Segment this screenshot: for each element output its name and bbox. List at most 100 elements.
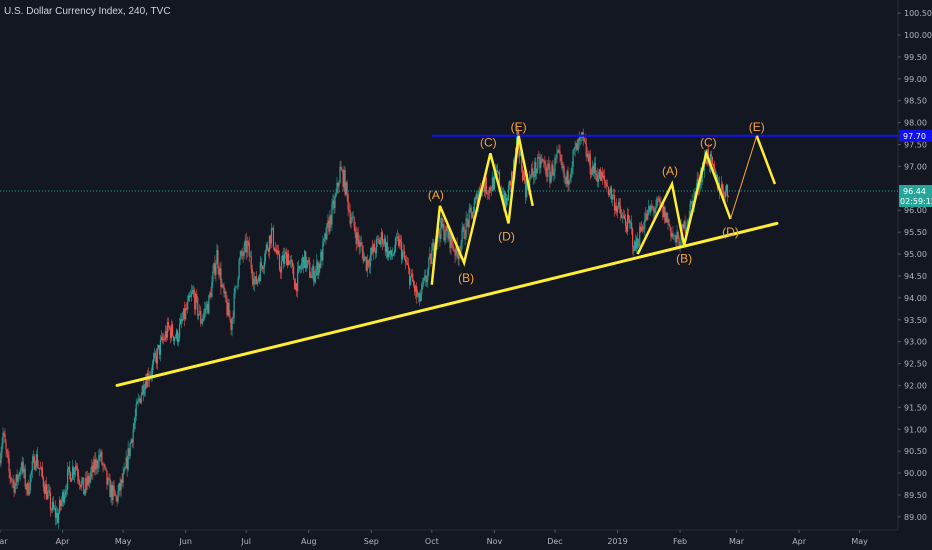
candle-body: [549, 166, 551, 183]
candle-body: [352, 216, 354, 218]
candle-body: [108, 478, 110, 480]
candle-body: [69, 466, 71, 473]
candle-body: [7, 453, 9, 459]
candle-body: [76, 465, 78, 470]
candle-body: [710, 154, 712, 158]
candle-body: [324, 233, 326, 239]
candle-body: [380, 232, 382, 240]
candle-body: [553, 172, 555, 176]
candle-body: [201, 321, 203, 324]
candle-body: [23, 468, 25, 473]
candle-body: [487, 193, 489, 194]
candle-body: [396, 236, 399, 238]
candle-body: [83, 477, 85, 495]
candle-body: [606, 185, 609, 187]
candle-body: [691, 200, 693, 202]
candle-body: [454, 250, 456, 256]
candle-body: [245, 240, 247, 253]
candle-body: [65, 489, 68, 491]
price-tick-label: 93.50: [904, 316, 927, 325]
candle-body: [624, 219, 627, 227]
candle-body: [602, 175, 604, 178]
candle-body: [657, 198, 659, 200]
candle-body: [476, 194, 478, 207]
candle-body: [468, 209, 470, 228]
candle-body: [171, 324, 174, 336]
candle-body: [75, 465, 77, 472]
candle-body: [430, 253, 432, 264]
candle-body: [299, 266, 301, 270]
bar-countdown-label: 02:59:13: [900, 197, 932, 206]
candle-body: [287, 253, 290, 265]
candle-body: [51, 501, 54, 511]
candle-body: [335, 193, 337, 197]
candle-body: [496, 170, 499, 173]
candle-body: [237, 277, 239, 287]
candle-body: [495, 170, 498, 172]
candle-body: [94, 459, 96, 470]
candle-body: [565, 176, 567, 184]
candle-body: [231, 317, 233, 330]
candle-body: [70, 472, 72, 482]
candle-body: [282, 255, 285, 264]
candle-body: [370, 247, 372, 256]
candle-body: [41, 467, 43, 478]
candle-body: [490, 190, 492, 192]
candle-body: [484, 177, 486, 193]
candle-body: [465, 218, 467, 238]
candle-body: [585, 143, 587, 157]
candle-body: [228, 302, 230, 317]
candle-body: [342, 170, 344, 187]
candle-body: [536, 169, 538, 174]
candle-body: [310, 277, 312, 278]
wave-label: (B): [676, 251, 692, 265]
candle-body: [61, 492, 64, 501]
candle-body: [216, 249, 218, 265]
candle-body: [134, 416, 136, 424]
candle-body: [638, 245, 640, 247]
candle-body: [264, 250, 266, 262]
candle-body: [150, 374, 152, 376]
wave-label: (E): [749, 120, 765, 134]
candle-body: [133, 423, 135, 430]
candle-body: [311, 274, 313, 278]
candle-body: [360, 242, 362, 246]
candle-body: [331, 203, 333, 225]
candle-body: [445, 225, 447, 237]
candle-body: [180, 319, 182, 325]
price-axis[interactable]: 89.00 89.50 90.00 90.50 91.00 91.50 92.00 92.50…: [898, 9, 932, 522]
wave-label: (E): [511, 120, 527, 134]
candle-body: [340, 166, 342, 170]
candle-body: [379, 239, 381, 245]
candle-body: [57, 512, 60, 523]
candle-body: [533, 175, 535, 178]
candle-body: [207, 303, 209, 314]
candle-body: [378, 239, 380, 245]
candle-body: [162, 338, 165, 341]
candle-body: [410, 276, 412, 285]
candle-body: [622, 215, 625, 217]
candle-body: [387, 251, 390, 258]
candle-body: [9, 471, 11, 478]
candle-body: [662, 204, 664, 217]
time-axis[interactable]: Mar Apr May Jun Jul Aug Sep Oct Nov Dec 2019 Feb Mar…: [0, 530, 868, 546]
candle-body: [574, 146, 576, 150]
candle-body: [359, 242, 361, 248]
candle-body: [497, 172, 500, 173]
candle-body: [330, 215, 332, 225]
candle-body: [682, 224, 684, 229]
candle-body: [720, 183, 723, 192]
wave-label: (D): [498, 230, 515, 244]
candle-body: [266, 244, 268, 250]
candle-body: [598, 169, 600, 179]
candle-body: [469, 207, 471, 210]
candle-body: [28, 490, 30, 495]
candle-body: [696, 178, 698, 188]
wave-label: (D): [722, 225, 739, 239]
candle-body: [175, 330, 178, 339]
candle-body: [672, 233, 674, 237]
candle-body: [1, 443, 3, 453]
candle-body: [419, 293, 421, 302]
candle-body: [313, 266, 315, 282]
